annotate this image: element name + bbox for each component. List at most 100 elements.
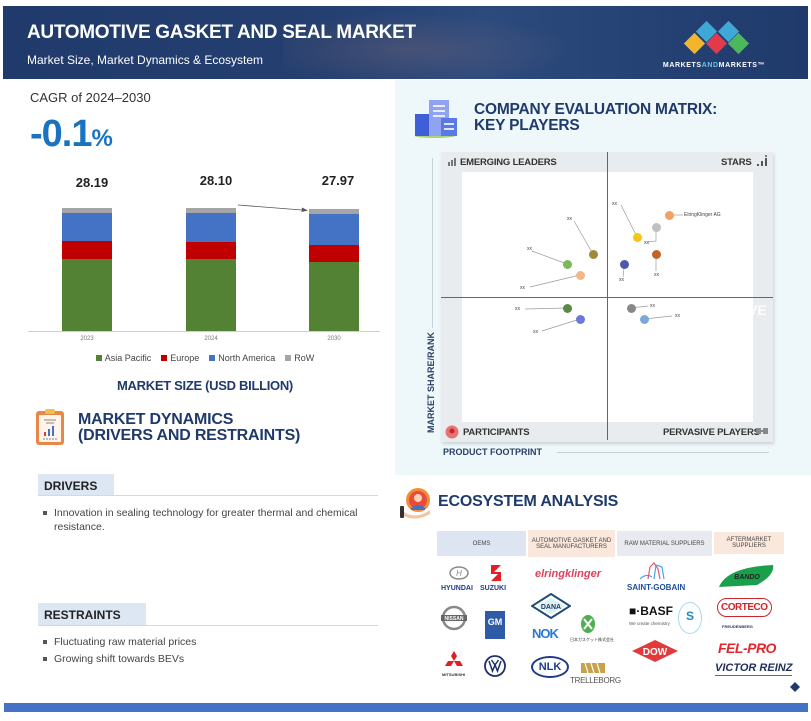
segment-europe xyxy=(186,242,236,259)
company-point[interactable] xyxy=(627,304,636,313)
bar-2030 xyxy=(309,209,359,331)
segment-north-america xyxy=(62,213,112,241)
felpro-logo[interactable]: FEL-PRO xyxy=(718,640,776,656)
quadrant-stars: STARS xyxy=(721,157,752,168)
company-point[interactable] xyxy=(620,260,629,269)
basf-logo[interactable]: ■·BASF xyxy=(629,604,673,618)
legend-item-europe: Europe xyxy=(161,353,199,363)
quadrant-participants: PARTICIPANTS xyxy=(463,427,530,438)
corteco-logo[interactable]: CORTECO xyxy=(717,598,772,617)
segment-row xyxy=(62,208,112,213)
solvay-logo[interactable]: S xyxy=(678,602,702,634)
company-label: xx xyxy=(675,313,680,319)
cagr-label: CAGR of 2024–2030 xyxy=(30,90,151,105)
driver-item: Innovation in sealing technology for gre… xyxy=(42,506,362,534)
company-point-elringklinger[interactable] xyxy=(665,211,674,220)
header-banner: AUTOMOTIVE GASKET AND SEAL MARKET Market… xyxy=(3,6,808,79)
company-point[interactable] xyxy=(652,250,661,259)
legend-label: Asia Pacific xyxy=(104,353,152,363)
clipboard-chart-icon xyxy=(36,409,64,445)
restraints-label: RESTRAINTS xyxy=(38,603,146,625)
company-point[interactable] xyxy=(640,315,649,324)
bar-2023 xyxy=(62,208,112,331)
matrix-watermark: VE xyxy=(748,302,767,318)
nok-logo[interactable]: NOK xyxy=(532,626,559,641)
hyundai-logo[interactable]: H xyxy=(444,565,474,583)
restraints-divider xyxy=(38,625,378,626)
market-size-chart: 28.19 28.10 27.97 2023 2024 2030 Asia Pa… xyxy=(20,160,390,400)
eco-column-raw-material: RAW MATERIAL SUPPLIERS xyxy=(617,531,712,556)
ecosystem-title: ECOSYSTEM ANALYSIS xyxy=(438,493,619,510)
marketsandmarkets-logo[interactable]: MARKETSANDMARKETS™ xyxy=(649,18,779,76)
nippon-gasket-logo[interactable] xyxy=(580,614,596,634)
company-label: xx xyxy=(515,306,520,312)
gm-logo[interactable]: GM xyxy=(485,611,505,639)
company-point[interactable] xyxy=(589,250,598,259)
matrix-title-line2: KEY PLAYERS xyxy=(474,117,580,134)
legend-item-north-america: North America xyxy=(209,353,275,363)
matrix-title-line1: COMPANY EVALUATION MATRIX: xyxy=(474,101,718,118)
y-axis-label: MARKET SHARE/RANK xyxy=(426,332,436,433)
elringklinger-logo[interactable]: elringklinger xyxy=(535,568,602,580)
hyundai-text: HYUNDAI xyxy=(441,585,473,592)
bar-total-2023: 28.19 xyxy=(75,175,109,190)
svg-text:DOW: DOW xyxy=(643,647,668,658)
logo-text: MARKETSANDMARKETS™ xyxy=(662,62,766,69)
eco-column-oems: OEMS xyxy=(437,531,526,556)
matrix-vertical-divider xyxy=(607,152,608,440)
dana-logo[interactable]: DANA xyxy=(531,593,571,619)
trend-arrow-icon xyxy=(238,204,308,212)
drivers-divider xyxy=(38,495,378,496)
vw-logo[interactable] xyxy=(484,654,506,678)
legend-swatch xyxy=(95,355,102,361)
buildings-icon xyxy=(415,100,457,138)
participants-icon xyxy=(445,425,459,439)
legend-label: RoW xyxy=(294,353,315,363)
victor-reinz-logo[interactable]: VICTOR REINZ xyxy=(715,662,793,676)
dynamics-title: MARKET DYNAMICS (DRIVERS AND RESTRAINTS) xyxy=(78,412,300,444)
mitsubishi-text: MITSUBISHI xyxy=(442,672,466,677)
company-point[interactable] xyxy=(563,304,572,313)
bar-2024 xyxy=(186,208,236,331)
nlk-logo[interactable]: NLK xyxy=(531,656,569,678)
company-label: xx xyxy=(619,277,624,283)
chart-caption: MARKET SIZE (USD BILLION) xyxy=(117,378,293,393)
mitsubishi-logo[interactable] xyxy=(444,650,464,670)
quadrant-pervasive-players: PERVASIVE PLAYERS xyxy=(663,427,760,438)
x-tick-2023: 2023 xyxy=(80,336,94,342)
company-point[interactable] xyxy=(576,271,585,280)
emerging-leaders-icon xyxy=(448,158,456,166)
legend-label: Europe xyxy=(170,353,200,363)
x-axis-arrow xyxy=(557,452,769,453)
company-point[interactable] xyxy=(633,233,642,242)
segment-north-america xyxy=(186,213,236,242)
dow-logo[interactable]: DOW xyxy=(631,639,679,663)
bar-total-2030: 27.97 xyxy=(321,173,355,188)
company-point[interactable] xyxy=(563,260,572,269)
x-tick-2030: 2030 xyxy=(327,336,341,342)
company-label: xx xyxy=(654,272,659,278)
suzuki-logo[interactable] xyxy=(488,563,504,583)
restraints-list: Fluctuating raw material prices Growing … xyxy=(42,635,362,669)
legend-label: North America xyxy=(218,353,276,363)
puzzle-icon xyxy=(756,428,768,434)
company-point[interactable] xyxy=(576,315,585,324)
legend-swatch xyxy=(161,355,168,361)
eco-column-aftermarket: AFTERMARKET SUPPLIERS xyxy=(714,532,784,554)
company-point[interactable] xyxy=(652,223,661,232)
suzuki-text: SUZUKI xyxy=(480,585,507,592)
x-axis-label: PRODUCT FOOTPRINT xyxy=(443,447,542,457)
basf-tagline: We create chemistry xyxy=(629,621,670,626)
saint-gobain-logo[interactable]: SAINT-GOBAIN xyxy=(627,583,686,592)
header-decoration xyxy=(283,6,603,79)
legend-item-row: RoW xyxy=(285,353,314,363)
freudenberg-text: FREUDENBERG xyxy=(722,624,753,629)
nissan-logo[interactable]: NISSAN xyxy=(441,603,467,633)
matrix-horizontal-divider xyxy=(441,297,773,298)
basf-text: BASF xyxy=(640,604,673,618)
trelleborg-text[interactable]: TRELLEBORG xyxy=(570,676,621,685)
dynamics-title-line2: (DRIVERS AND RESTRAINTS) xyxy=(78,427,301,444)
legend-item-asia-pacific: Asia Pacific xyxy=(95,353,152,363)
bando-logo[interactable]: BANDO xyxy=(717,563,777,589)
bar-total-2024: 28.10 xyxy=(199,173,233,188)
